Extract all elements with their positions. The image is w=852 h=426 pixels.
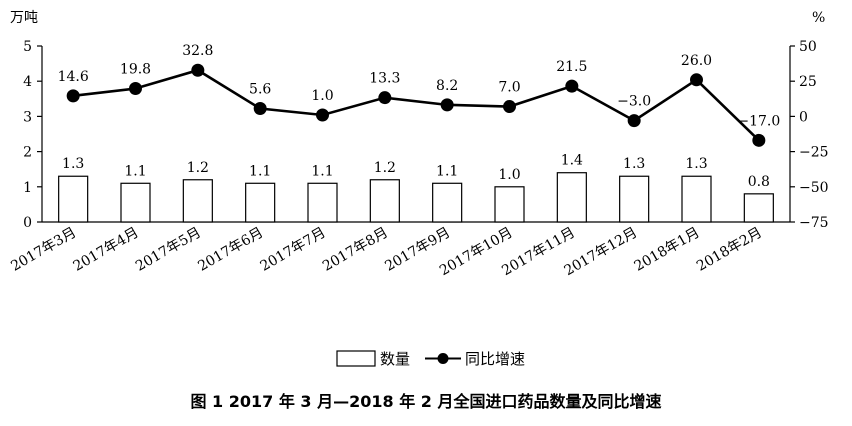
right-axis-unit: % [812,10,825,26]
growth-point [690,73,703,87]
bar-quantity [307,182,338,223]
growth-value-label: 5.6 [249,82,271,98]
axes: 0 1 2 3 4 5 50 25 0 −25 −50 −75 [23,39,828,231]
bar-quantity [369,179,400,223]
bar-value-label: 1.1 [311,163,333,179]
bar-quantity [182,179,213,223]
bar-quantity [681,175,712,223]
category-label: 2017年5月 [133,225,204,275]
growth-point [627,114,641,128]
data-labels: 1.3 1.1 1.2 1.1 1.1 1.2 1.1 1.0 1.4 1.3 1.3 0.8 14.6… [58,43,781,190]
bar-value-label: 1.2 [374,160,396,176]
left-tick-label: 0 [23,215,32,231]
growth-point [66,89,80,103]
bar-quantity [494,186,525,223]
growth-value-label: 7.0 [498,80,520,96]
bar-value-label: 1.3 [685,156,707,172]
growth-value-label: 32.8 [182,43,213,59]
growth-line [73,68,760,142]
growth-point [440,98,454,112]
growth-value-label: 19.8 [120,62,151,78]
category-label: 2017年7月 [258,225,329,275]
bar-quantity [432,182,463,223]
growth-value-label: 14.6 [58,69,89,85]
right-tick-label: −75 [799,215,829,231]
bars [58,172,774,223]
growth-point [129,82,142,96]
growth-value-label: 26.0 [681,53,712,69]
right-tick-label: 25 [799,74,817,90]
growth-point [316,108,329,122]
line-series [66,63,766,147]
growth-value-label: −3.0 [617,94,651,110]
bar-value-label: 1.4 [561,153,583,169]
growth-value-label: 21.5 [556,59,587,75]
legend-line-marker [437,353,449,364]
legend-label-quantity: 数量 [380,350,410,368]
growth-value-label: −17.0 [737,113,780,129]
bar-quantity [120,182,151,223]
left-tick-label: 3 [23,109,32,125]
legend-label-growth: 同比增速 [465,350,525,368]
growth-point [752,133,766,147]
bar-quantity [556,172,587,223]
bar-quantity [245,182,276,223]
category-label: 2017年6月 [195,225,266,275]
bar-value-label: 1.3 [623,156,645,172]
growth-point [253,102,267,116]
bar-value-label: 1.3 [62,156,84,172]
growth-point [503,100,516,114]
growth-value-label: 8.2 [436,78,458,94]
legend: 数量 同比增速 [336,350,525,368]
category-labels: 2017年3月2017年4月2017年5月2017年6月2017年7月2017年… [8,225,764,280]
bar-value-label: 1.2 [187,160,209,176]
bar-value-label: 1.0 [498,167,520,183]
growth-value-label: 1.0 [311,88,333,104]
category-label: 2018年1月 [632,225,703,275]
category-label: 2017年8月 [320,225,391,275]
bar-value-label: 1.1 [249,163,271,179]
bar-value-label: 1.1 [124,163,146,179]
category-label: 2017年4月 [71,225,142,275]
bar-value-label: 0.8 [748,174,770,190]
left-tick-label: 4 [23,74,32,90]
bar-quantity [619,175,650,223]
growth-point [191,63,205,77]
growth-point [378,91,392,105]
left-tick-label: 1 [23,180,32,196]
growth-point [565,79,579,93]
bar-quantity [743,193,774,223]
bar-quantity [58,175,89,223]
legend-bar-swatch [336,350,376,367]
right-tick-label: 0 [799,109,808,125]
bar-value-label: 1.1 [436,163,458,179]
left-tick-label: 2 [23,145,32,161]
left-tick-label: 5 [23,39,32,55]
growth-value-label: 13.3 [369,71,400,87]
left-axis-unit: 万吨 [10,10,38,26]
chart-caption: 图 1 2017 年 3 月—2018 年 2 月全国进口药品数量及同比增速 [190,392,661,411]
category-label: 2017年3月 [8,225,79,275]
right-tick-label: −50 [799,180,829,196]
right-tick-label: −25 [799,145,829,161]
category-label: 2018年2月 [694,225,765,275]
right-tick-label: 50 [799,39,817,55]
